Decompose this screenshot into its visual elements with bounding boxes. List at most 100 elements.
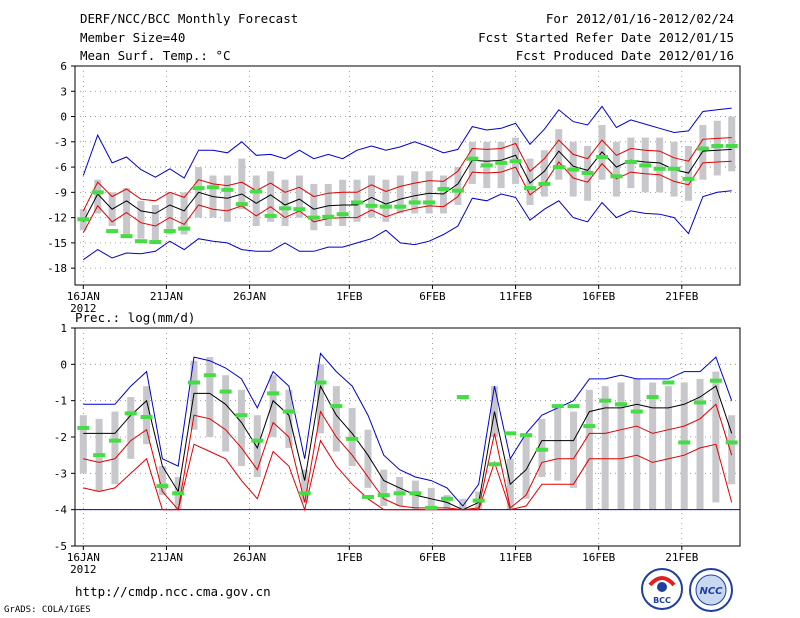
panel1-observation-marker [480, 163, 493, 168]
panel1-spread-bar [252, 175, 260, 227]
panel1-observation-marker [365, 203, 378, 208]
fcst-start-date: Fcst Started Refer Date 2012/01/15 [478, 30, 734, 45]
panel2-year-label: 2012 [70, 563, 97, 576]
panel2-observation-marker [393, 491, 406, 496]
panel1-spread-bar [339, 179, 347, 227]
panel1-observation-marker [451, 188, 464, 193]
precip-title: Prec.: log(mm/d) [75, 310, 195, 325]
panel1-observation-marker [279, 206, 292, 211]
panel1-ytick-label: -18 [47, 262, 67, 275]
panel2-observation-marker [694, 400, 707, 405]
panel2-observation-marker [251, 438, 264, 443]
panel2-ytick-label: -5 [54, 540, 67, 553]
panel2-spread-bar [617, 382, 625, 510]
panel1-observation-marker [336, 212, 349, 217]
panel1-observation-marker [120, 234, 133, 239]
panel1-observation-marker [293, 207, 306, 212]
panel1-xtick-label: 26JAN [233, 290, 266, 303]
panel1-observation-marker [639, 163, 652, 168]
panel1-observation-marker [77, 217, 90, 222]
panel2-spread-bar [285, 389, 293, 448]
panel2-observation-marker [93, 453, 106, 458]
panel2-xtick-label: 21FEB [665, 551, 698, 564]
panel1-year-label: 2012 [70, 302, 97, 315]
panel1-spread-bar [396, 175, 404, 214]
panel1-observation-marker [653, 166, 666, 171]
bcc-logo-text: BCC [653, 596, 671, 605]
panel1-observation-marker [134, 239, 147, 244]
panel2-spread-bar [79, 415, 87, 474]
panel2-spread-bar [459, 498, 467, 510]
panel2-spread-bar [522, 437, 530, 499]
panel1-observation-marker [437, 186, 450, 191]
panel2-spread-bar [633, 378, 641, 510]
panel1-spread-bar [295, 175, 303, 218]
panel2-spread-bar [317, 364, 325, 434]
panel2-spread-bar [712, 371, 720, 503]
panel1-observation-marker [235, 202, 248, 207]
panel2-spread-bar [222, 375, 230, 452]
panel2-spread-bar [680, 382, 688, 510]
panel1-spread-bar [540, 150, 548, 197]
panel2-spread-bar [237, 389, 245, 467]
panel1-observation-marker [206, 185, 219, 190]
panel1-xtick-label: 16JAN [67, 290, 100, 303]
panel2-spread-bar [601, 386, 609, 510]
panel1-observation-marker [250, 189, 263, 194]
panel1-observation-marker [668, 166, 681, 171]
panel2-series-mean-std [83, 403, 733, 511]
panel1-spread-bar [497, 141, 505, 189]
panel2-ytick-label: 0 [60, 358, 67, 371]
panel2-observation-marker [172, 491, 185, 496]
panel2-spread-bar [364, 429, 372, 488]
panel2-observation-marker [488, 462, 501, 467]
panel2-observation-marker [346, 436, 359, 441]
panel1-observation-marker [596, 154, 609, 159]
panel1-spread-bar [555, 129, 563, 180]
panel2-observation-marker [377, 493, 390, 498]
panel2-spread-bar [127, 397, 135, 459]
panel2-spread-bar [554, 407, 562, 481]
panel2-observation-marker [472, 498, 485, 503]
panel1-observation-marker [610, 174, 623, 179]
panel2-observation-marker [409, 491, 422, 496]
panel2-observation-marker [235, 413, 248, 418]
panel1-observation-marker [307, 215, 320, 220]
panel2-ytick-label: -1 [54, 395, 67, 408]
source-url[interactable]: http://cmdp.ncc.cma.gov.cn [75, 584, 271, 599]
panel1-spread-bar [454, 167, 462, 205]
panel2-xtick-label: 16JAN [67, 551, 100, 564]
panel1-spread-bar [94, 179, 102, 214]
panel1-spread-bar [612, 141, 620, 197]
panel2-ytick-label: -4 [54, 504, 68, 517]
panel1-spread-bar [382, 179, 390, 222]
panel1-spread-bar [656, 137, 664, 193]
panel2-observation-marker [77, 425, 90, 430]
panel1-ytick-label: -15 [47, 237, 67, 250]
panel2-observation-marker [630, 409, 643, 414]
panel1-xtick-label: 21FEB [665, 290, 698, 303]
panel1-observation-marker [379, 204, 392, 209]
panel2-ytick-label: -3 [54, 467, 67, 480]
panel2-observation-marker [567, 404, 580, 409]
panel1-observation-marker [567, 167, 580, 172]
panel2-spread-bar [332, 386, 340, 452]
fcst-produced-date: Fcst Produced Date 2012/01/16 [515, 48, 734, 63]
panel1-spread-bar [367, 175, 375, 218]
panel1-observation-marker [178, 226, 191, 231]
panel2-observation-marker [314, 380, 327, 385]
panel1-xtick-label: 11FEB [499, 290, 532, 303]
panel1-spread-bar [166, 192, 174, 235]
panel2-spread-bar [158, 466, 166, 496]
panel2-spread-bar [206, 357, 214, 437]
panel2-observation-marker [646, 395, 659, 400]
panel2-observation-marker [267, 391, 280, 396]
panel1-observation-marker [682, 176, 695, 181]
panel1-observation-marker [725, 144, 738, 149]
panel1-spread-bar [468, 141, 476, 184]
panel2-series-ensemble-max [83, 352, 733, 507]
panel1-observation-marker [149, 240, 162, 245]
panel1-spread-bar [180, 192, 188, 235]
member-size: Member Size=40 [80, 30, 186, 45]
